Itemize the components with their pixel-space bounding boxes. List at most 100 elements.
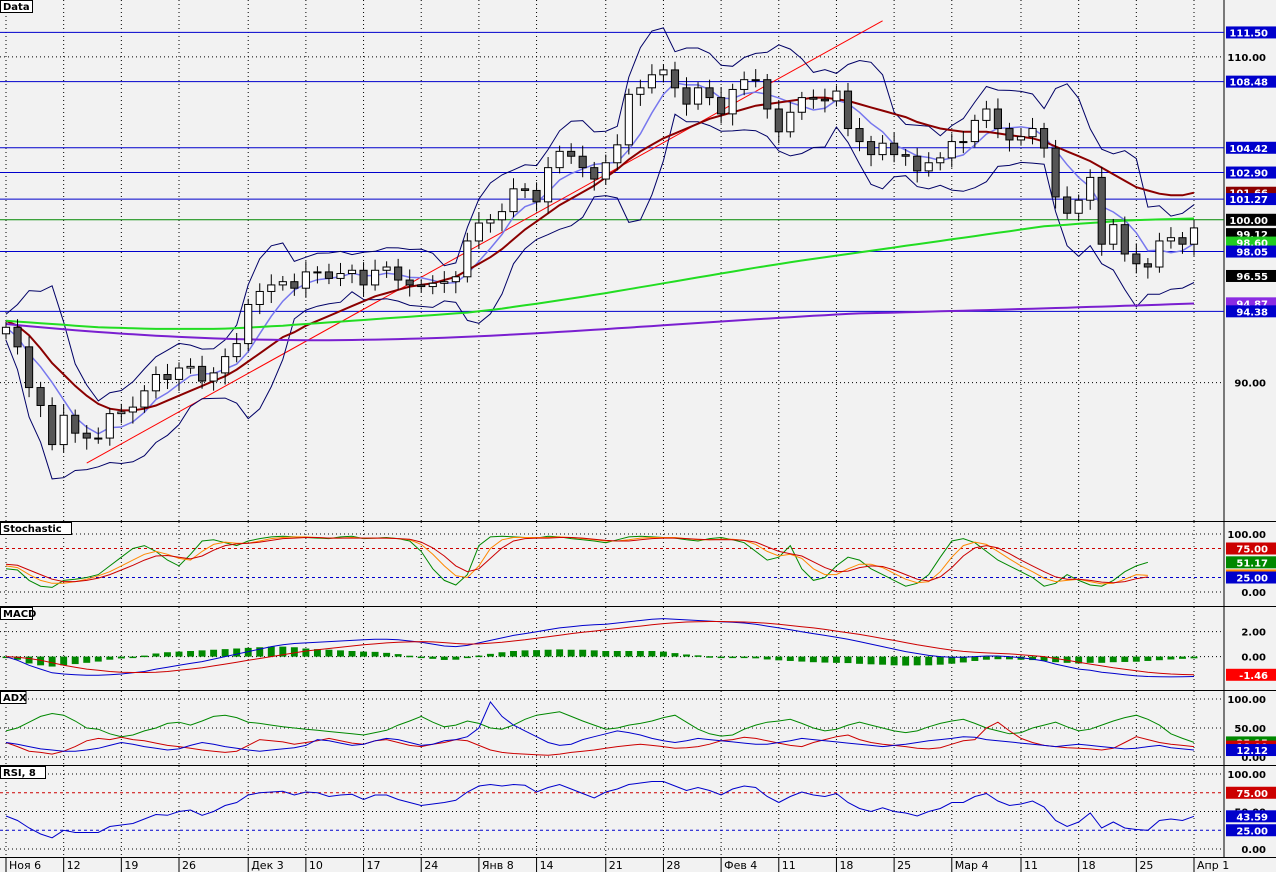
candle [913,155,922,172]
candle [555,150,564,169]
candle [151,374,161,392]
macd-histogram-bar [348,650,356,657]
panel-title: ADX [3,693,27,704]
panel-background [0,607,1276,690]
panel-background [0,0,1276,521]
candle [497,211,507,221]
level-tag-label: 108.48 [1229,78,1268,89]
candle [751,79,760,82]
macd-histogram-bar [71,656,79,665]
macd-histogram-bar [302,648,310,657]
macd-histogram-bar [763,656,771,660]
candle [855,128,864,143]
y-tick-label: 90.00 [1234,379,1266,390]
candle [94,437,103,440]
candle [924,162,933,172]
value-tag [1226,571,1276,584]
candle [336,273,345,279]
candle [1039,128,1049,149]
value-tag-label: 98.60 [1236,239,1268,250]
series-line-2 [5,700,1195,752]
macd-histogram-bar [164,652,171,657]
value-tag-label: 25.00 [1236,826,1268,837]
candle [347,269,357,275]
candle [878,142,887,156]
value-tag-label: 43.59 [1236,812,1268,823]
macd-histogram-bar [498,652,506,657]
macd-histogram-bar [129,656,137,659]
candle [221,356,230,374]
macd-histogram-bar [140,655,148,658]
candle [601,162,610,180]
macd-histogram-bar [544,649,552,657]
macd-histogram-bar [486,653,494,657]
candle [1051,147,1060,198]
macd-histogram-bar [1040,656,1048,661]
candle [59,414,68,446]
macd-histogram-bar [198,650,206,657]
candle [324,271,334,279]
macd-histogram-bar [175,651,183,657]
macd-histogram-bar [1109,656,1117,663]
candle [866,141,876,156]
y-tick-label: 2.00 [1241,628,1266,639]
macd-histogram-bar [867,656,875,665]
candle [313,271,322,274]
candle [382,266,391,271]
candle [140,390,149,408]
candle [198,365,207,382]
candle [1189,227,1199,245]
candle [117,411,126,415]
candle [578,155,587,169]
macd-histogram-bar [221,649,229,657]
candle [682,87,691,105]
macd-histogram-bar [406,655,414,658]
candle [590,167,599,180]
macd-histogram-bar [521,650,529,657]
macd-histogram-bar [636,650,644,657]
candle [797,97,806,113]
panel-background [0,522,1276,606]
candle [36,387,45,406]
macd-histogram-bar [694,655,702,657]
level-tag [1226,141,1276,154]
macd-histogram-bar [925,656,933,666]
series-line-0 [5,535,1149,588]
value-tag [1226,269,1276,282]
macd-histogram-bar [971,656,979,661]
candle [174,367,184,380]
candle [417,284,426,288]
ma-longest-line [5,302,1195,342]
level-tag [1226,166,1276,179]
series-line-0 [5,711,1195,743]
candle [1109,224,1118,245]
level-tag [1226,26,1276,39]
y-tick-label: 100.00 [1227,530,1266,541]
candle [1120,224,1129,255]
candle [209,372,218,382]
candle [371,269,380,286]
macd-histogram-bar [671,653,679,657]
macd-histogram-bar [187,650,195,657]
panel-title-box [0,766,46,779]
macd-histogram-bar [729,656,737,659]
lower-band [5,113,1195,480]
upper-band [5,27,1195,402]
macd-histogram-bar [648,650,656,657]
y-tick-label: 0.00 [1241,845,1266,856]
candle [290,281,299,289]
macd-histogram-bar [371,651,379,657]
candle [244,303,253,345]
macd-histogram-bar [152,653,160,657]
value-tag [1226,305,1276,318]
candle [105,413,114,439]
panel-title: RSI, 8 [3,768,36,779]
candle [232,343,241,358]
panel-title: MACD [3,609,36,620]
candle [947,141,956,159]
value-tag [1226,668,1276,681]
candle [1,326,11,335]
macd-histogram-bar [890,656,898,666]
candle [901,154,910,157]
macd-histogram-bar [567,649,575,657]
